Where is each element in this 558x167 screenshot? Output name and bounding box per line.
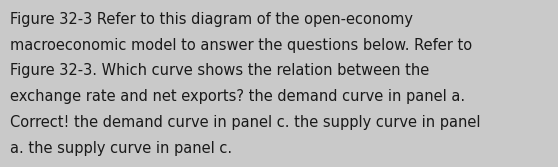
- Text: macroeconomic model to answer the questions below. Refer to: macroeconomic model to answer the questi…: [10, 38, 472, 53]
- Text: a. the supply curve in panel c.: a. the supply curve in panel c.: [10, 141, 232, 156]
- Text: Figure 32-3 Refer to this diagram of the open-economy: Figure 32-3 Refer to this diagram of the…: [10, 12, 413, 27]
- Text: exchange rate and net exports? the demand curve in panel a.: exchange rate and net exports? the deman…: [10, 89, 465, 104]
- Text: Correct! the demand curve in panel c. the supply curve in panel: Correct! the demand curve in panel c. th…: [10, 115, 480, 130]
- Text: Figure 32-3. Which curve shows the relation between the: Figure 32-3. Which curve shows the relat…: [10, 63, 429, 78]
